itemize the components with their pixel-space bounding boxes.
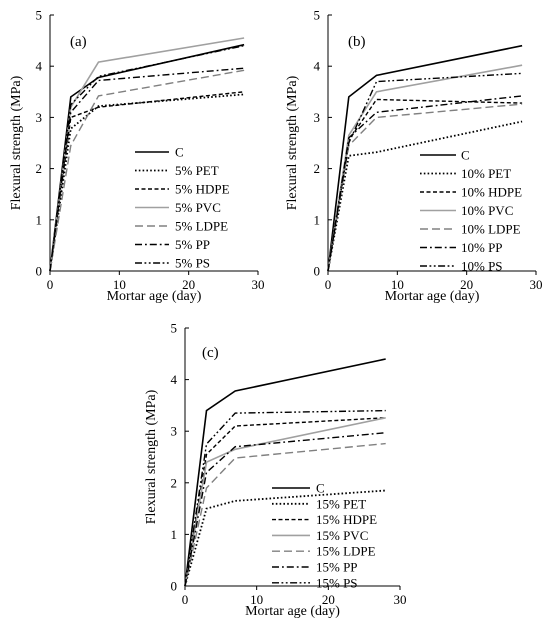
series-line-5-ps [49, 45, 245, 272]
y-tick-label: 5 [36, 8, 43, 23]
series-line-15-ps [184, 409, 386, 587]
legend-entry: 15% PS [316, 575, 358, 590]
y-tick-label: 3 [36, 110, 43, 125]
panel-c: 0 10 20 30 0 1 2 3 4 5 Mortar age (day) Flexural st… [144, 321, 407, 620]
legend-entry: 10% PET [461, 166, 511, 181]
legend-entry: 15% PP [316, 560, 358, 575]
series-line-15-ldpe [184, 442, 386, 587]
x-tick-label: 20 [322, 592, 335, 607]
legend-entry: 10% PS [461, 259, 503, 274]
series-line-c [49, 43, 245, 272]
series-line-c [327, 44, 523, 272]
panel-a: 0 10 20 30 0 1 2 3 4 5 Mortar age (day) Flexural st… [9, 8, 265, 305]
x-tick-label: 30 [394, 592, 407, 607]
legend-entry: 15% HDPE [316, 512, 377, 527]
legend-entry: 5% HDPE [175, 182, 230, 197]
y-tick-label: 2 [36, 161, 43, 176]
series-line-15-pet [184, 489, 386, 587]
legend-entry: 5% PS [175, 256, 210, 271]
x-tick-label: 30 [530, 277, 543, 292]
y-axis-title: Flexural strength (MPa) [144, 389, 159, 524]
y-tick-label: 1 [36, 212, 43, 227]
series-line-15-pp [184, 432, 386, 587]
series-line-c [184, 358, 386, 587]
series-line-10-pp [327, 95, 523, 272]
panel-label: (b) [348, 34, 366, 50]
y-tick-label: 2 [314, 161, 321, 176]
y-axis-title: Flexural strength (MPa) [9, 75, 24, 210]
y-tick-label: 0 [171, 579, 178, 594]
panel-label: (a) [70, 34, 87, 50]
y-tick-label: 3 [314, 110, 321, 125]
y-tick-label: 5 [171, 321, 178, 336]
x-tick-label: 20 [182, 277, 195, 292]
y-tick-label: 5 [314, 8, 321, 23]
series-line-10-ps [327, 72, 523, 272]
legend-entry: 15% PET [316, 496, 366, 511]
legend-entry: C [461, 148, 470, 163]
x-tick-label: 0 [47, 277, 54, 292]
x-tick-label: 10 [113, 277, 126, 292]
y-axis-title: Flexural strength (MPa) [285, 75, 300, 210]
y-tick-label: 3 [171, 424, 178, 439]
series-line-15-pvc [184, 417, 386, 587]
panel-b: 0 10 20 30 0 1 2 3 4 5 Mortar age (day) Flexural st… [285, 8, 543, 305]
series-line-5-pp [49, 67, 245, 272]
y-tick-label: 2 [171, 475, 178, 490]
panel-label: (c) [202, 345, 219, 361]
legend-entry: 10% PP [461, 240, 503, 255]
legend-entry: C [175, 145, 184, 160]
legend-entry: 5% PET [175, 163, 219, 178]
y-tick-label: 1 [171, 527, 178, 542]
series-line-5-ldpe [49, 69, 245, 272]
legend: C 5% PET 5% HDPE 5% PVC 5% LDPE 5% PP 5% PS [135, 145, 230, 271]
legend-entry: 10% HDPE [461, 185, 522, 200]
legend-entry: 15% LDPE [316, 544, 376, 559]
y-tick-label: 1 [314, 212, 321, 227]
x-tick-label: 30 [252, 277, 265, 292]
x-tick-label: 10 [391, 277, 404, 292]
x-axis-title: Mortar age (day) [245, 604, 340, 619]
legend-entry: 10% PVC [461, 203, 513, 218]
series-line-10-pet [327, 120, 523, 272]
x-tick-label: 20 [460, 277, 473, 292]
series-line-5-pvc [49, 37, 245, 272]
legend-entry: 5% PVC [175, 200, 221, 215]
y-tick-label: 4 [171, 372, 178, 387]
x-axis-title: Mortar age (day) [385, 289, 480, 304]
legend-entry: C [316, 481, 325, 496]
legend-entry: 10% LDPE [461, 222, 521, 237]
x-tick-label: 0 [182, 592, 189, 607]
y-tick-label: 0 [36, 264, 43, 279]
legend-entry: 5% PP [175, 237, 210, 252]
x-tick-label: 10 [250, 592, 263, 607]
y-tick-label: 0 [314, 264, 321, 279]
series-line-5-hdpe [49, 91, 245, 272]
legend-entry: 5% LDPE [175, 219, 228, 234]
legend-entry: 15% PVC [316, 528, 368, 543]
x-axis-title: Mortar age (day) [107, 289, 202, 304]
y-tick-label: 4 [314, 59, 321, 74]
y-tick-label: 4 [36, 59, 43, 74]
x-tick-label: 0 [325, 277, 332, 292]
legend: C 10% PET 10% HDPE 10% PVC 10% LDPE 10% PP 10%… [420, 148, 522, 274]
